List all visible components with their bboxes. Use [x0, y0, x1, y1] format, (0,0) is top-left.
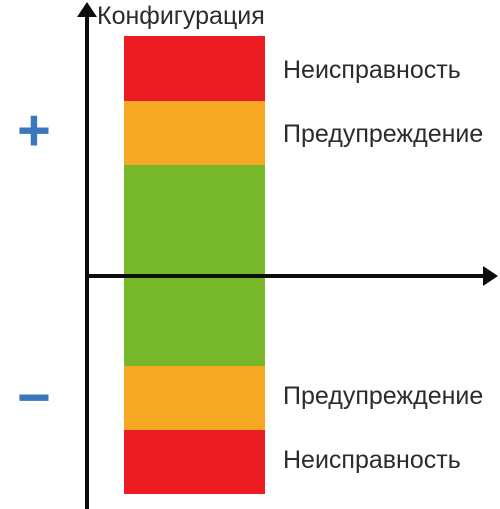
y-axis-title: Конфигурация: [97, 2, 265, 31]
diagram-canvas: Конфигурация Неисправность Предупреждени…: [0, 0, 500, 509]
plus-icon: +: [17, 102, 51, 160]
y-axis: [85, 14, 89, 509]
band-warn-top: [124, 101, 265, 165]
band-ok: [124, 165, 265, 366]
x-axis-arrowhead-icon: [483, 266, 498, 286]
x-axis: [85, 274, 486, 278]
label-fault-bottom: Неисправность: [283, 446, 461, 475]
label-fault-top: Неисправность: [283, 56, 461, 85]
minus-icon: −: [17, 369, 51, 427]
label-warn-bottom: Предупреждение: [283, 382, 483, 411]
band-fault-top: [124, 36, 265, 101]
y-axis-arrowhead-icon: [77, 2, 97, 17]
label-warn-top: Предупреждение: [283, 120, 483, 149]
band-fault-bottom: [124, 430, 265, 494]
band-warn-bottom: [124, 366, 265, 430]
